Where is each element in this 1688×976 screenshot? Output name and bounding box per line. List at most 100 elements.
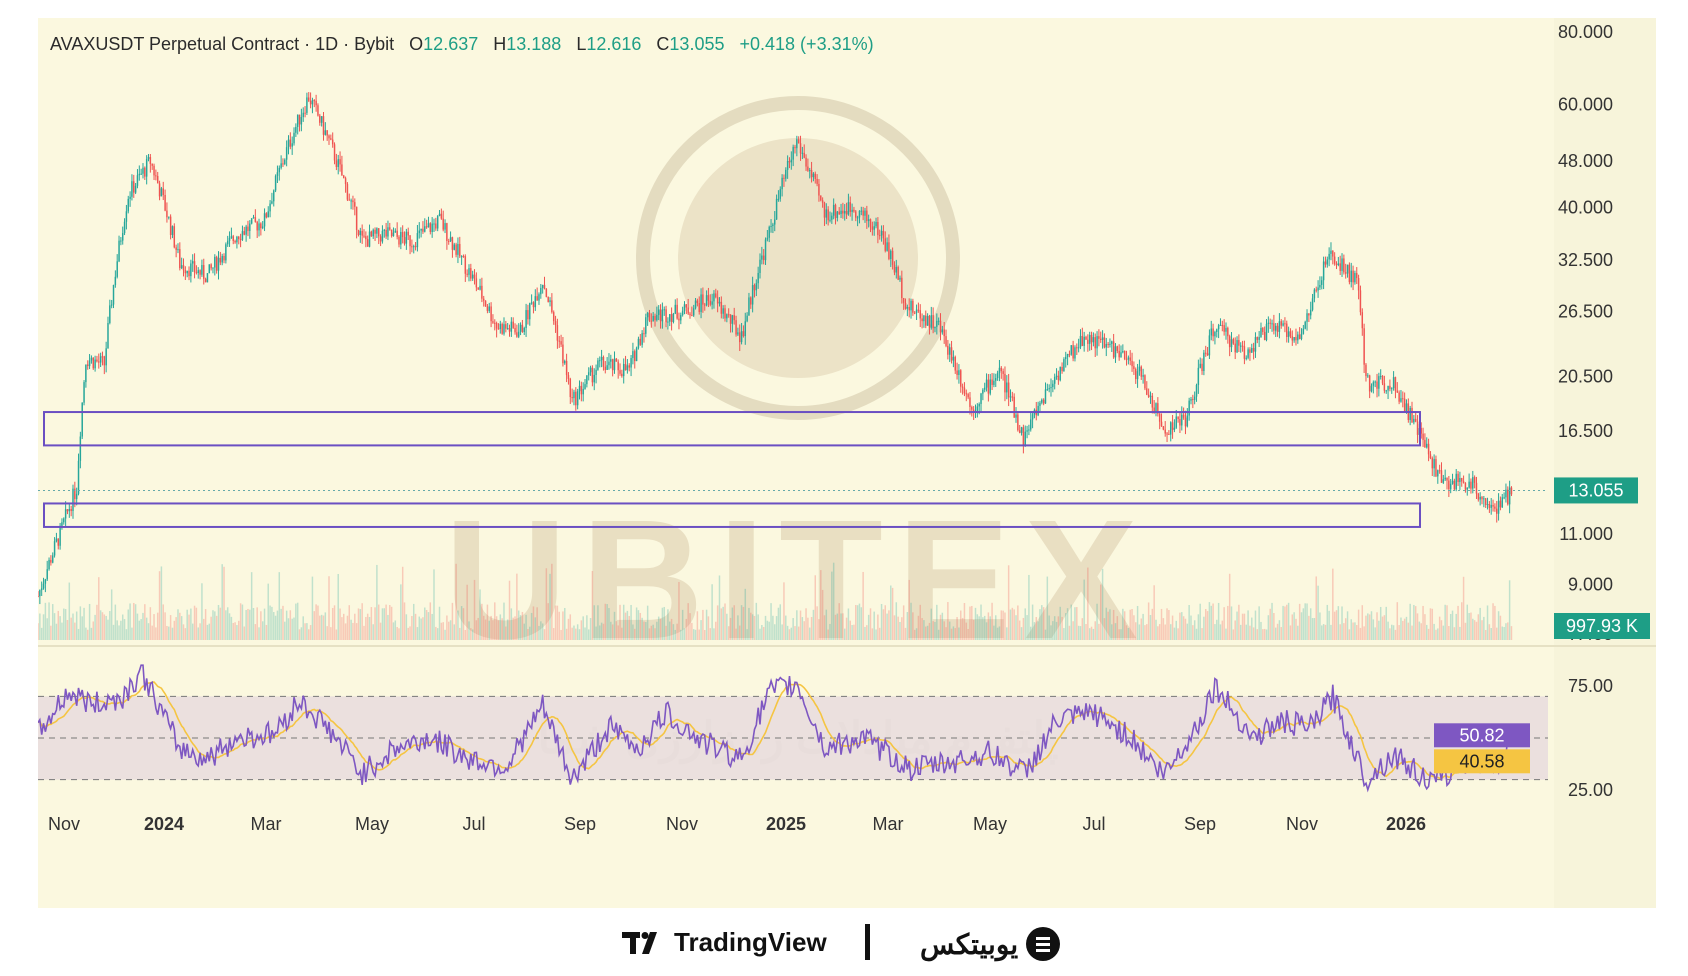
volume-bar (1103, 618, 1106, 640)
volume-bar (762, 626, 765, 640)
candle-body (221, 256, 223, 263)
candle-body (1175, 416, 1177, 428)
candle-body (530, 302, 533, 304)
candle-body (1385, 390, 1387, 392)
candle-body (832, 204, 835, 216)
volume-bar (567, 618, 570, 640)
candle-body (481, 285, 483, 299)
volume-bar (361, 603, 363, 640)
candle-body (1440, 470, 1443, 483)
candle-body (46, 569, 48, 580)
candle-body (1289, 331, 1292, 337)
volume-bar (1155, 619, 1157, 640)
candle-body (339, 159, 341, 165)
candle-body (1442, 479, 1445, 483)
volume-bar (917, 615, 920, 640)
volume-bar (55, 623, 58, 640)
candle-body (210, 264, 212, 269)
volume-bar (1173, 627, 1176, 640)
candle-body (698, 303, 700, 313)
candle-body (720, 301, 723, 314)
candle-body (1114, 346, 1117, 358)
volume-bar (969, 606, 971, 640)
volume-bar (1147, 602, 1150, 640)
x-tick-label: May (973, 814, 1007, 834)
candle-body (1398, 392, 1400, 402)
candle-body (234, 240, 236, 243)
volume-bar (199, 623, 201, 640)
candle-body (576, 391, 579, 406)
volume-bar (777, 607, 780, 640)
volume-bar (1011, 607, 1014, 640)
volume-bar (705, 609, 708, 640)
volume-bar (75, 611, 78, 640)
candle-body (361, 230, 363, 236)
volume-bar (530, 612, 533, 640)
candle-body (70, 509, 72, 511)
volume-bar (503, 602, 505, 640)
volume-bar (1140, 618, 1143, 640)
ubitex-icon (1026, 927, 1061, 961)
candle-body (1120, 352, 1122, 358)
candle-body (1236, 340, 1238, 353)
volume-bar (527, 628, 529, 640)
volume-bar (1076, 607, 1078, 640)
candle-body (1444, 477, 1446, 480)
volume-bar (221, 564, 223, 640)
candle-body (1321, 280, 1323, 285)
volume-bar (352, 622, 354, 640)
candle-body (133, 181, 135, 193)
candle-body (1166, 433, 1168, 435)
volume-bar (1315, 576, 1317, 640)
candle-body (1146, 388, 1148, 395)
volume-bar (446, 615, 448, 640)
zone-resistance (43, 411, 1421, 447)
candle-body (344, 178, 347, 185)
volume-bar (271, 606, 273, 640)
volume-bar (1048, 615, 1050, 640)
volume-bar (733, 605, 735, 640)
volume-bar (1385, 606, 1387, 640)
volume-bar (387, 614, 389, 640)
volume-bar (1022, 617, 1025, 640)
candle-body (1282, 323, 1284, 326)
candle-body (845, 210, 848, 215)
candle-body (387, 227, 389, 237)
volume-bar (1201, 628, 1203, 640)
candle-body (1203, 352, 1205, 372)
volume-bar (400, 584, 402, 640)
volume-bar (1101, 568, 1104, 640)
candle-body (460, 256, 463, 258)
volume-bar (1127, 627, 1130, 640)
volume-bar (482, 615, 485, 640)
candle-body (1370, 385, 1373, 392)
candle-body (1204, 352, 1207, 354)
volume-bar (576, 624, 579, 640)
volume-bar (99, 610, 102, 640)
volume-bar (558, 611, 560, 640)
candle-body (615, 358, 618, 362)
candle-body (379, 236, 382, 242)
volume-bar (1449, 613, 1452, 640)
candle-body (646, 312, 649, 318)
candle-body (1437, 470, 1439, 477)
volume-bar (591, 571, 594, 640)
candle-body (702, 294, 704, 305)
volume-bar (411, 616, 413, 640)
candle-body (346, 184, 349, 200)
candle-body (1374, 381, 1376, 383)
candle-body (737, 332, 739, 335)
candle-body (1335, 263, 1338, 265)
candle-body (1453, 480, 1456, 490)
candle-body (490, 306, 492, 322)
volume-bar (390, 606, 393, 640)
volume-bar (980, 604, 982, 640)
candle-body (888, 242, 890, 259)
candle-body (343, 175, 345, 179)
candle-body (508, 328, 511, 332)
candle-body (1424, 439, 1426, 448)
volume-bar (226, 607, 229, 640)
candle-body (1173, 427, 1176, 430)
candle-body (1234, 343, 1236, 353)
volume-bar (258, 627, 260, 640)
